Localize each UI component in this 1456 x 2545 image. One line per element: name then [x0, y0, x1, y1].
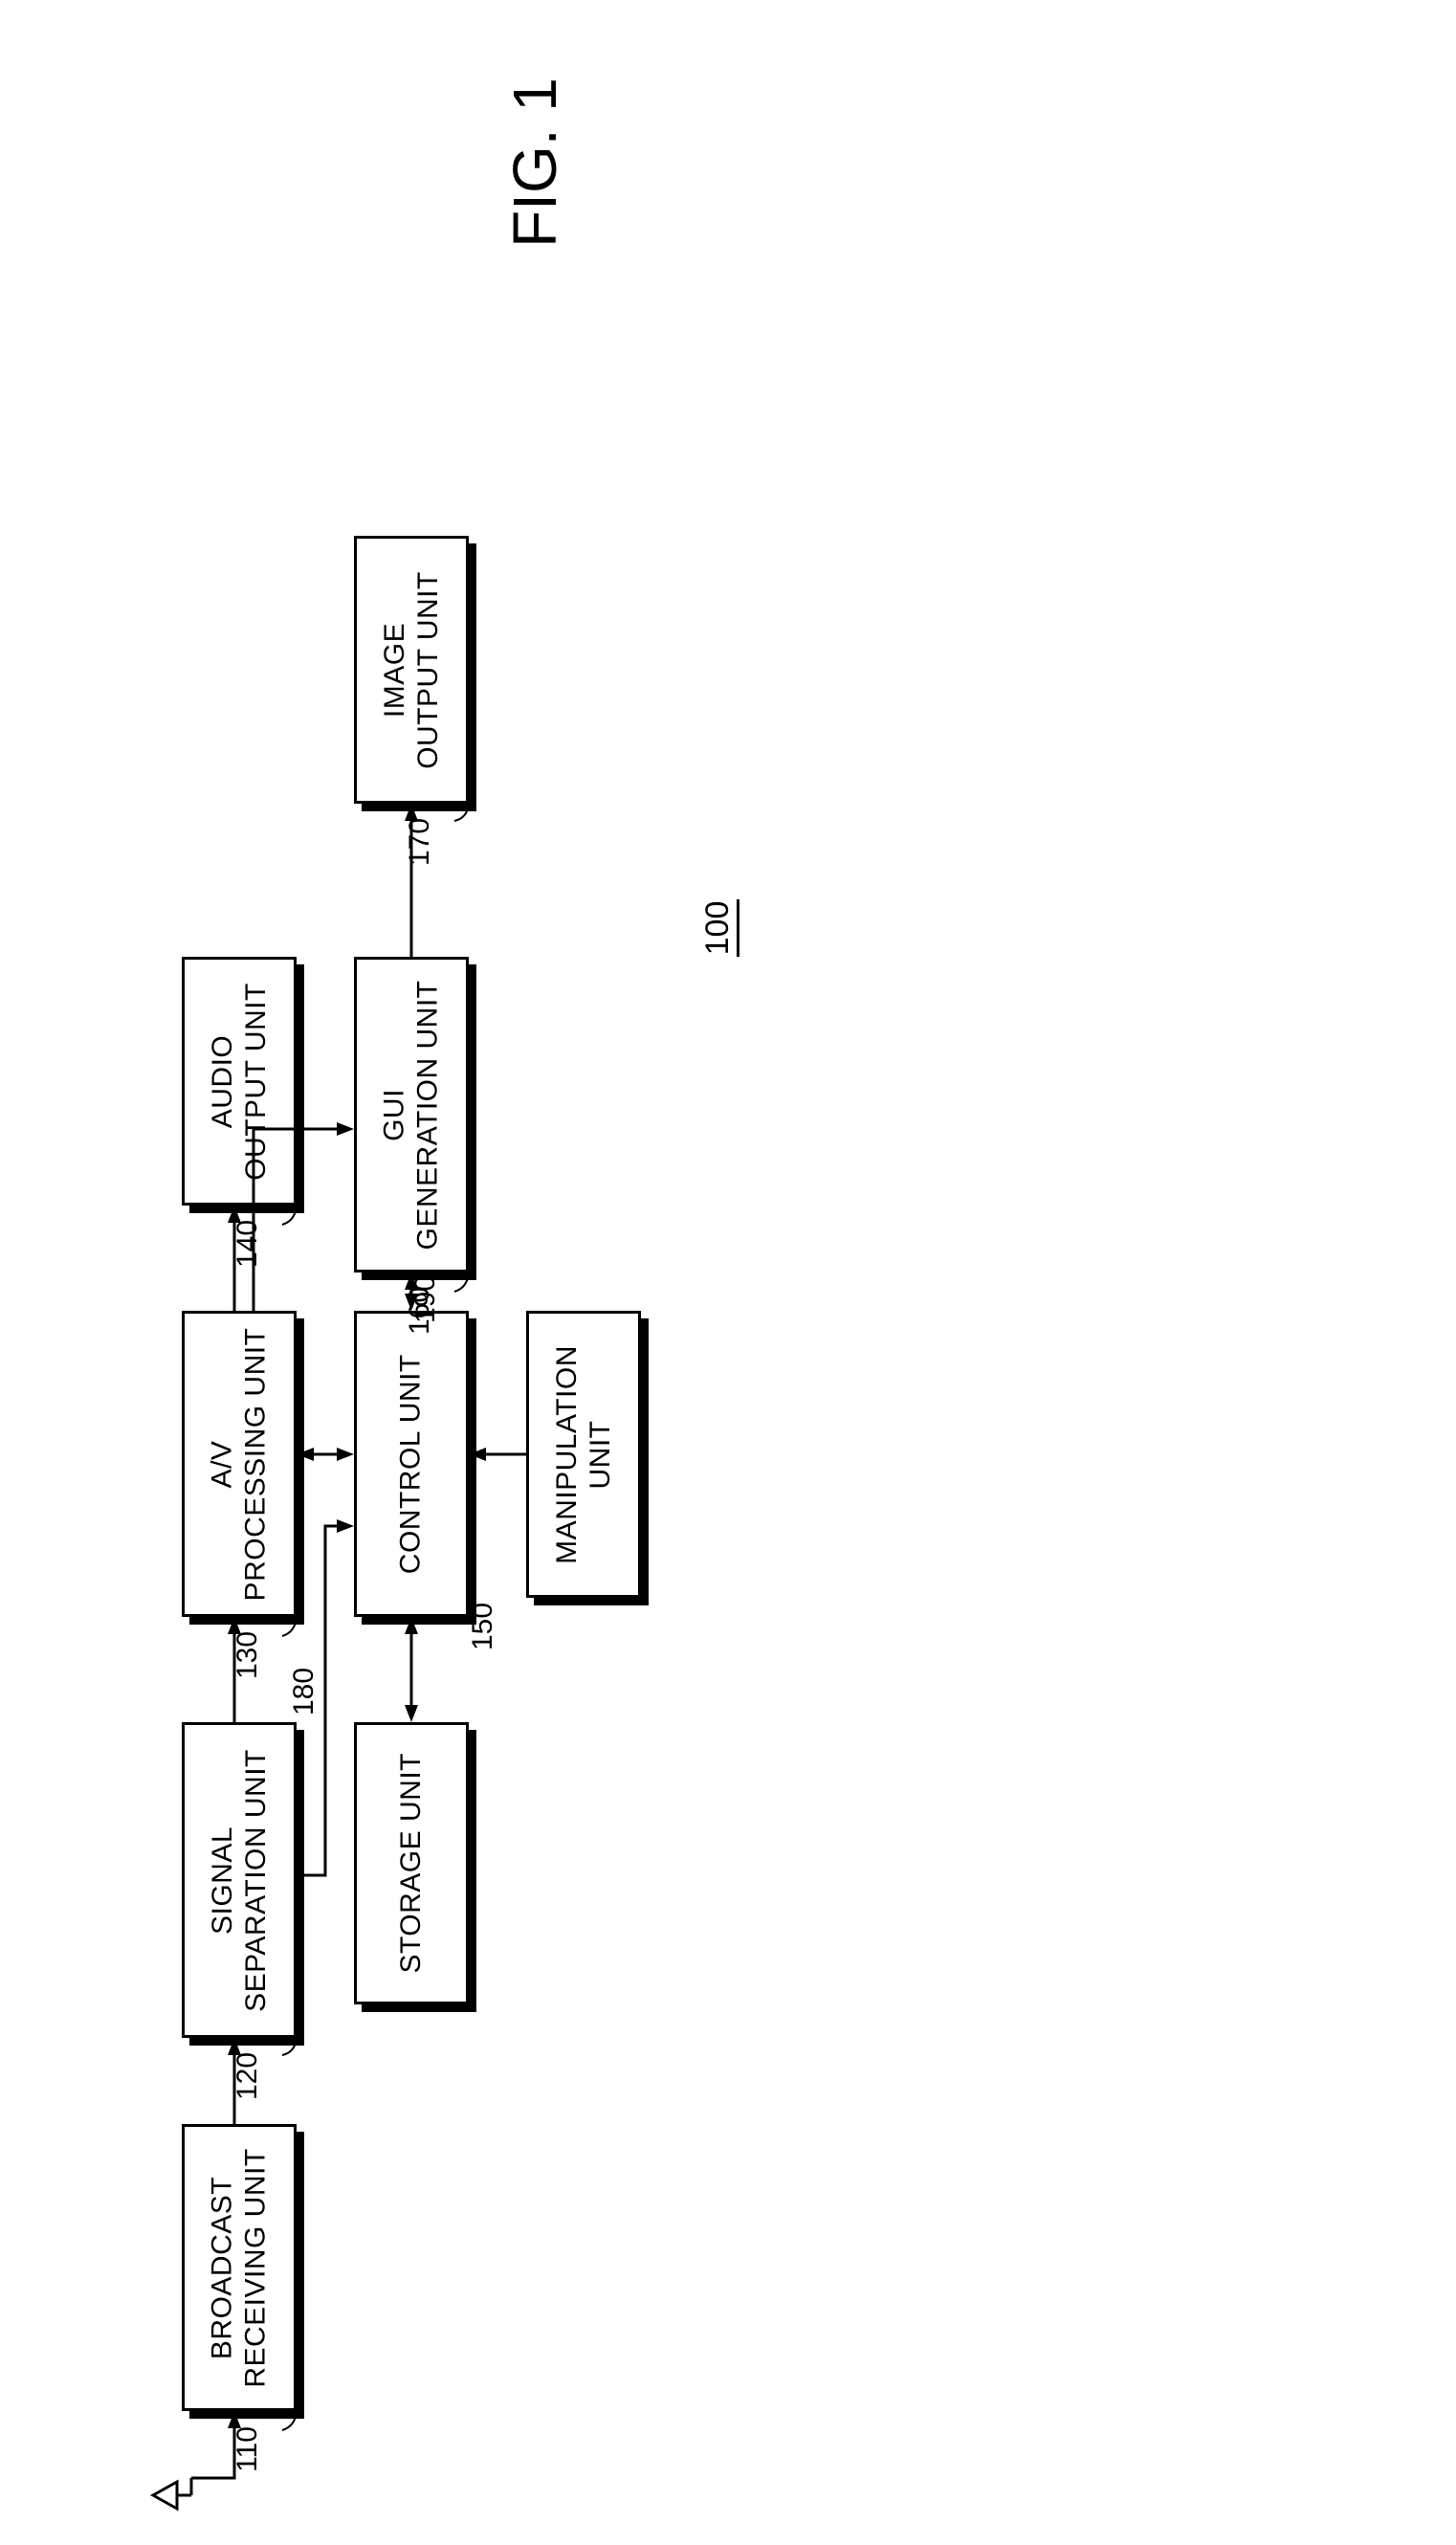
gui-shadow: [469, 964, 476, 1280]
av-ref: 130: [232, 1631, 264, 1679]
broadcast-shadow: [297, 2132, 304, 2419]
control-block: CONTROL UNIT: [354, 1311, 469, 1617]
signal-ref: 120: [232, 2052, 264, 2100]
control-label: CONTROL UNIT: [395, 1354, 429, 1574]
broadcast-label: BROADCAST RECEIVING UNIT: [207, 2148, 273, 2387]
manipulation-ref: 150: [467, 1603, 499, 1650]
signal-shadow: [297, 1730, 304, 2046]
av-shadow: [189, 1617, 304, 1625]
signal-label: SIGNAL SEPARATION UNIT: [207, 1749, 273, 2012]
image-shadow: [469, 543, 476, 811]
broadcast-ref: 110: [232, 2426, 264, 2472]
figure-title: FIG. 1: [499, 77, 570, 248]
signal-block: SIGNAL SEPARATION UNIT: [182, 1722, 297, 2038]
manipulation-shadow: [641, 1318, 649, 1605]
audio-label: AUDIO OUTPUT UNIT: [207, 983, 273, 1181]
audio-shadow: [189, 1206, 304, 1213]
storage-ref: 180: [288, 1668, 320, 1715]
gui-block: GUI GENERATION UNIT: [354, 957, 469, 1272]
audio-shadow: [297, 964, 304, 1213]
control-shadow: [469, 1318, 476, 1625]
gui-label: GUI GENERATION UNIT: [379, 980, 445, 1250]
control-ref: 190: [409, 1275, 442, 1323]
storage-block: STORAGE UNIT: [354, 1722, 469, 2004]
control-shadow: [362, 1617, 476, 1625]
system-ref-label: 100: [699, 901, 737, 956]
broadcast-block: BROADCAST RECEIVING UNIT: [182, 2124, 297, 2411]
storage-shadow: [362, 2004, 476, 2012]
av-shadow: [297, 1318, 304, 1625]
storage-shadow: [469, 1730, 476, 2012]
audio-block: AUDIO OUTPUT UNIT: [182, 957, 297, 1206]
manipulation-label: MANIPULATION UNIT: [551, 1345, 617, 1564]
storage-label: STORAGE UNIT: [395, 1753, 429, 1973]
av-block: A/V PROCESSING UNIT: [182, 1311, 297, 1617]
manipulation-shadow: [534, 1598, 649, 1605]
av-label: A/V PROCESSING UNIT: [207, 1327, 273, 1601]
signal-shadow: [189, 2038, 304, 2046]
manipulation-block: MANIPULATION UNIT: [526, 1311, 641, 1598]
image-ref: 170: [404, 818, 436, 866]
broadcast-shadow: [189, 2411, 304, 2419]
audio-ref: 140: [232, 1220, 264, 1268]
image-label: IMAGE OUTPUT UNIT: [379, 571, 445, 769]
image-shadow: [362, 804, 476, 811]
diagram-stage: FIG. 1 100 BROADCAST RECEIVING UNIT SIGNA…: [0, 0, 1456, 2545]
system-ref-underline: [737, 899, 739, 957]
image-block: IMAGE OUTPUT UNIT: [354, 536, 469, 804]
